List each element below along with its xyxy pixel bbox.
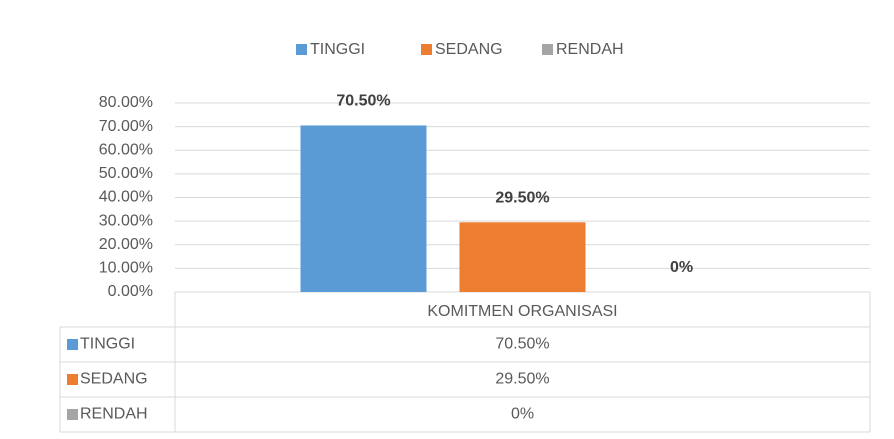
bar: [459, 222, 586, 292]
value-label: 70.50%: [336, 93, 390, 110]
y-tick-label: 30.00%: [99, 212, 153, 229]
table-row-header: SEDANG: [80, 371, 148, 388]
legend-label: RENDAH: [556, 41, 624, 58]
table-swatch: [67, 339, 78, 350]
table-row-header: RENDAH: [80, 406, 148, 423]
table-swatch: [67, 409, 78, 420]
category-label: KOMITMEN ORGANISASI: [427, 303, 617, 320]
y-tick-label: 80.00%: [99, 94, 153, 111]
table-swatch: [67, 374, 78, 385]
y-tick-label: 20.00%: [99, 236, 153, 253]
table-row-header: TINGGI: [80, 336, 135, 353]
legend-swatch: [296, 44, 307, 55]
table-cell: 0%: [511, 406, 534, 423]
bar: [300, 125, 427, 292]
legend-label: SEDANG: [435, 41, 503, 58]
table-cell: 70.50%: [495, 336, 549, 353]
legend-swatch: [421, 44, 432, 55]
y-tick-label: 50.00%: [99, 165, 153, 182]
legend-swatch: [542, 44, 553, 55]
y-tick-label: 70.00%: [99, 118, 153, 135]
value-label: 29.50%: [495, 190, 549, 207]
y-tick-label: 10.00%: [99, 260, 153, 277]
y-tick-label: 40.00%: [99, 189, 153, 206]
y-tick-label: 0.00%: [108, 283, 153, 300]
legend-label: TINGGI: [310, 41, 365, 58]
value-label: 0%: [670, 259, 693, 276]
table-cell: 29.50%: [495, 371, 549, 388]
y-tick-label: 60.00%: [99, 141, 153, 158]
